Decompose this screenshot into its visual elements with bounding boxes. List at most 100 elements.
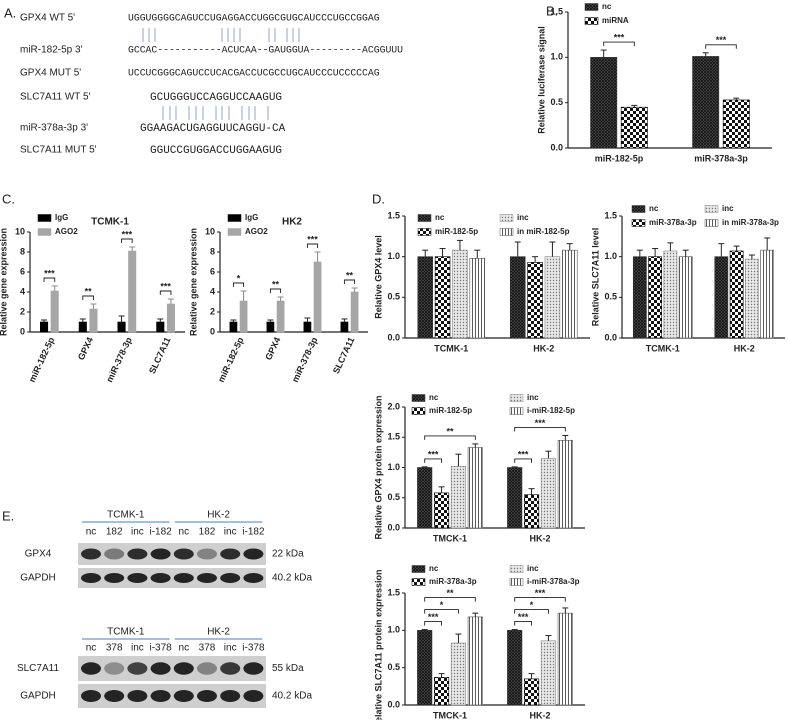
lane-label: inc: [131, 643, 144, 654]
blot-size-label: 55 kDa: [272, 663, 304, 674]
bar: [524, 678, 540, 706]
panel-letter: D.: [372, 191, 385, 206]
lane-label: 378: [199, 643, 216, 654]
x-tick-label: TMCK-1: [433, 533, 467, 543]
x-tick-label: SLC7A11: [147, 336, 173, 376]
significance-bracket: [424, 597, 476, 602]
blot-band: [104, 662, 125, 675]
y-tick-label: 8: [20, 246, 25, 256]
legend-label: AGO2: [245, 227, 268, 236]
legend-label: in miR-378a-3p: [722, 218, 779, 227]
significance-bracket: [424, 458, 443, 463]
legend-swatch: [509, 565, 524, 573]
y-tick-label: 0.5: [604, 292, 617, 302]
significance-label: ***: [307, 234, 318, 244]
bar: [467, 616, 483, 706]
x-tick-label: HK-2: [529, 710, 550, 720]
chart-title: HK2: [282, 217, 302, 228]
bar: [714, 256, 729, 339]
blot-band: [81, 690, 101, 702]
bar: [760, 249, 775, 339]
x-tick-label: miR-182-5p: [27, 335, 57, 384]
significance-bracket: [43, 277, 56, 282]
blot-band: [197, 662, 217, 675]
legend-swatch: [631, 205, 646, 213]
sequence: GCCAC-----------ACUCAA--GAUGGUA---------…: [128, 45, 403, 56]
lane-label: 182: [106, 527, 123, 538]
y-tick-label: 10: [205, 226, 215, 236]
y-tick-label: 1.0: [550, 52, 563, 62]
significance-label: ***: [428, 449, 439, 459]
x-tick-label: miR-378-3p: [104, 335, 134, 384]
bar: [544, 256, 561, 339]
bar: [557, 439, 573, 529]
significance-label: *: [237, 273, 241, 283]
lane-label: nc: [86, 527, 97, 538]
x-tick-label: miR-182-5p: [595, 153, 644, 163]
blot-group-label: HK-2: [207, 627, 230, 638]
legend-label: miR-182-5p: [429, 406, 472, 415]
lane-label: inc: [131, 527, 144, 538]
panel-letter: B.: [546, 3, 558, 18]
significance-bracket: [514, 609, 549, 614]
blot-band: [104, 690, 125, 702]
y-axis-label: Relative SLC7A11 protein expression: [373, 569, 383, 720]
bar: [78, 321, 87, 333]
legend-swatch: [417, 228, 432, 236]
y-tick-label: 0.0: [387, 332, 400, 342]
sequence-label: GPX4 WT 5': [20, 13, 75, 24]
significance-label: **: [272, 279, 280, 289]
significance-bracket: [269, 288, 282, 293]
blot-band: [220, 548, 241, 560]
y-tick-label: 1.0: [387, 625, 400, 635]
y-tick-label: 0.0: [387, 522, 400, 532]
sequence-label: SLC7A11 MUT 5': [20, 145, 97, 156]
bar: [434, 256, 451, 339]
y-tick-label: 2: [20, 306, 25, 316]
sequence-label: SLC7A11 WT 5': [20, 92, 91, 103]
significance-bracket: [424, 609, 459, 614]
significance-label: ***: [44, 268, 55, 278]
blot-band: [150, 573, 171, 583]
bar: [417, 467, 433, 529]
bar: [557, 612, 573, 706]
bar: [467, 447, 483, 529]
legend-swatch: [509, 394, 524, 402]
legend-label: i-miR-378a-3p: [527, 577, 580, 586]
significance-label: ***: [518, 612, 529, 622]
y-tick-label: 1.0: [387, 462, 400, 472]
legend-swatch: [509, 578, 524, 586]
legend-label: inc: [527, 393, 539, 402]
bar: [417, 630, 433, 706]
y-tick-label: 0.5: [387, 292, 400, 302]
blot-band: [173, 573, 194, 583]
significance-label: **: [446, 588, 454, 598]
sequence-label: miR-378a-3p 3': [20, 123, 88, 134]
blot-group-label: TCMK-1: [107, 627, 145, 638]
significance-bracket: [121, 238, 133, 243]
lane-label: i-182: [149, 527, 172, 538]
legend-label: nc: [602, 2, 612, 11]
sequence: UGGUGGGGCAGUCCUGAGGACCUGGCGUGCAUCCCUGCCG…: [128, 13, 380, 24]
significance-label: **: [85, 286, 93, 296]
panel-letter: E.: [2, 508, 14, 523]
blot-band: [173, 690, 194, 702]
significance-bracket: [603, 41, 635, 47]
bar: [89, 308, 98, 333]
blot-band: [173, 548, 194, 560]
blot-band: [127, 662, 148, 675]
legend-label: miRNA: [602, 16, 629, 25]
y-tick-label: 1.5: [604, 210, 617, 220]
blot-band: [104, 548, 125, 560]
blot-strip: [78, 568, 266, 588]
y-tick-label: 1.0: [387, 251, 400, 261]
y-tick-label: 1.5: [387, 210, 400, 220]
sequence: UCCUCGGGCAGUCCUCACGACCUCGCCUGCAUCCCUCCCC…: [128, 68, 380, 79]
legend-swatch: [704, 205, 719, 213]
bar: [745, 258, 759, 339]
y-tick-label: 2.0: [387, 401, 400, 411]
blot-band: [150, 690, 171, 702]
significance-bracket: [343, 279, 356, 284]
